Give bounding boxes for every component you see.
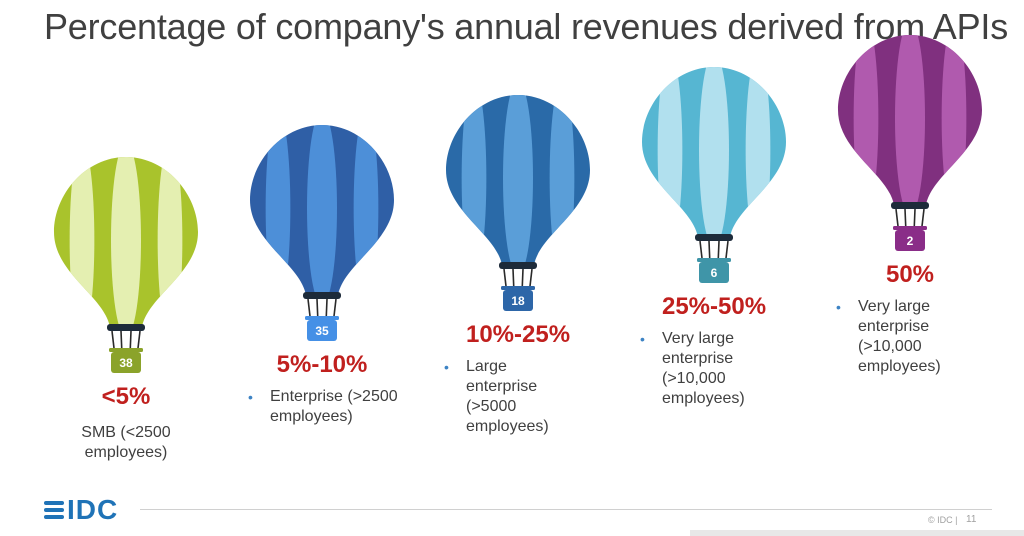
category-label: 50% <box>885 261 935 288</box>
balloon-rope <box>725 240 729 260</box>
description-line: enterprise <box>662 350 734 367</box>
basket <box>895 230 925 251</box>
basket-value: 6 <box>711 266 718 280</box>
description-line: employees) <box>466 418 549 435</box>
balloon-ring <box>303 292 341 299</box>
basket <box>699 262 729 283</box>
category-description: Very large enterprise (>10,000 employees) <box>836 297 941 377</box>
balloon-rope <box>512 268 515 288</box>
basket-value: 35 <box>315 324 329 338</box>
balloon-3: 18 <box>446 95 590 311</box>
balloon-panel <box>265 125 291 295</box>
footer-copyright: © IDC | <box>928 515 958 525</box>
description-line: Large <box>466 358 507 375</box>
description-line: (>10,000 <box>662 370 726 387</box>
description-line: SMB (<2500 <box>81 424 171 441</box>
description-line: enterprise <box>466 378 538 395</box>
balloon-rope <box>913 208 916 228</box>
category-description: Very large enterprise (>10,000 employees) <box>640 329 745 409</box>
description-line: employees) <box>858 358 941 375</box>
balloon-rope <box>503 268 507 288</box>
balloon-panel <box>111 157 141 327</box>
description-line: employees) <box>84 444 168 461</box>
balloon-rope <box>529 268 533 288</box>
category-label: 25%-50% <box>661 293 767 320</box>
description-line: Very large <box>858 298 931 315</box>
description-line: (>5000 <box>466 398 517 415</box>
balloon-rope <box>333 298 337 318</box>
balloon-rope <box>921 208 925 228</box>
category-description: Enterprise (>2500 employees) <box>248 387 398 427</box>
basket-rim <box>305 316 339 320</box>
balloon-4: 6 <box>642 67 786 283</box>
balloon-panel <box>503 95 533 265</box>
balloon-rope <box>699 240 703 260</box>
basket-rim <box>501 286 535 290</box>
balloon-ring <box>499 262 537 269</box>
category-label: <5% <box>101 383 151 410</box>
balloon-panel <box>699 67 729 237</box>
balloon-panel <box>353 125 379 295</box>
chart-title: Percentage of company's annual revenues … <box>44 6 1009 47</box>
idc-logo: IDC <box>44 494 118 526</box>
balloon-rope <box>708 240 711 260</box>
balloon-panel <box>745 67 771 237</box>
description-line: employees) <box>662 390 745 407</box>
category-label: 10%-25% <box>465 321 571 348</box>
balloon-rope <box>129 330 132 350</box>
description-line: employees) <box>270 408 353 425</box>
description-line: (>10,000 <box>858 338 922 355</box>
balloon-panel <box>657 67 683 237</box>
basket-rim <box>893 226 927 230</box>
idc-logo-text: IDC <box>67 494 119 525</box>
balloon-ring <box>695 234 733 241</box>
basket-rim <box>109 348 143 352</box>
description-line: Very large <box>662 330 735 347</box>
balloon-panel <box>157 157 183 327</box>
balloon-2: 35 <box>250 125 394 341</box>
balloon-rope <box>307 298 311 318</box>
balloon-rope <box>137 330 141 350</box>
balloon-rope <box>111 330 115 350</box>
basket-value: 38 <box>119 356 133 370</box>
balloon-panel <box>69 157 95 327</box>
balloon-rope <box>325 298 328 318</box>
footer-divider <box>140 509 992 510</box>
idc-logo-icon <box>44 498 64 522</box>
balloon-panel <box>941 35 967 205</box>
balloon-ring <box>107 324 145 331</box>
basket-rim <box>697 258 731 262</box>
balloon-5: 2 <box>838 35 982 251</box>
balloon-rope <box>521 268 524 288</box>
category-description: SMB (<2500 employees) <box>81 423 170 463</box>
description-line: enterprise <box>858 318 930 335</box>
balloon-panel <box>853 35 879 205</box>
description-line: Enterprise (>2500 <box>270 388 398 405</box>
balloon-rope <box>120 330 123 350</box>
balloon-panel <box>307 125 337 295</box>
balloon-panel <box>461 95 487 265</box>
balloon-panel <box>549 95 575 265</box>
basket <box>307 320 337 341</box>
basket-value: 2 <box>907 234 914 248</box>
balloon-rope <box>717 240 720 260</box>
balloon-rope <box>316 298 319 318</box>
balloon-rope <box>895 208 899 228</box>
balloon-1: 38 <box>54 157 198 373</box>
basket <box>111 352 141 373</box>
basket-value: 18 <box>511 294 525 308</box>
footer-shade <box>690 530 1024 536</box>
balloon-ring <box>891 202 929 209</box>
basket <box>503 290 533 311</box>
balloon-panel <box>895 35 925 205</box>
category-label: 5%-10% <box>276 351 368 378</box>
category-description: Large enterprise (>5000 employees) <box>444 357 549 437</box>
balloon-rope <box>904 208 907 228</box>
page-number: 11 <box>966 514 977 525</box>
